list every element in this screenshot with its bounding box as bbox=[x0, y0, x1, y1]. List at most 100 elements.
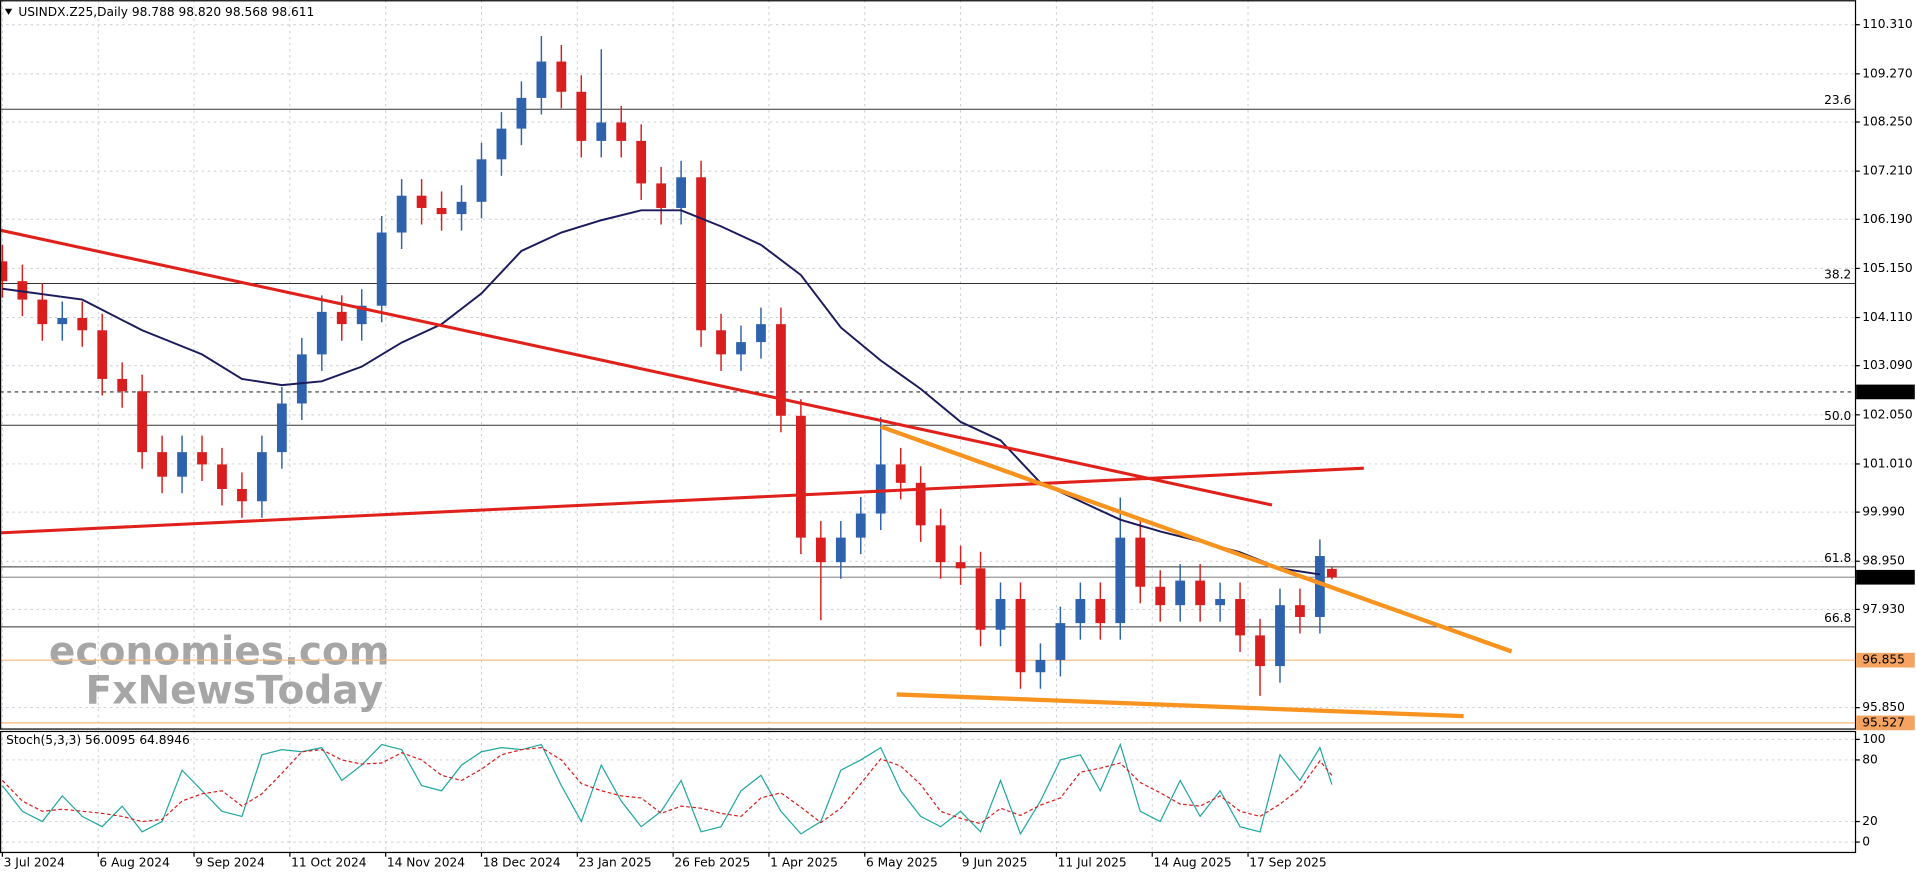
y-tick-label: 100 bbox=[1862, 732, 1885, 746]
candle-body bbox=[1215, 599, 1225, 606]
candle-body bbox=[257, 452, 267, 502]
y-tick-label: 97.930 bbox=[1862, 602, 1905, 616]
candle-body bbox=[975, 568, 986, 630]
moving-average bbox=[2, 209, 1321, 576]
candle-body bbox=[1255, 635, 1265, 667]
trendline bbox=[0, 466, 1364, 535]
candle-body bbox=[316, 311, 327, 355]
price-box bbox=[1856, 715, 1915, 731]
candle-body bbox=[796, 415, 806, 538]
price-box bbox=[1856, 569, 1915, 585]
candle-body bbox=[895, 464, 906, 483]
menu-arrow[interactable] bbox=[4, 8, 13, 15]
level-label: 66.8 bbox=[1824, 611, 1851, 625]
candle-body bbox=[217, 464, 227, 489]
x-tick-label: 11 Oct 2024 bbox=[291, 855, 367, 869]
candle-body bbox=[296, 354, 307, 404]
candle-body bbox=[456, 201, 467, 215]
candle-body bbox=[1175, 580, 1186, 606]
candle-body bbox=[1155, 586, 1166, 606]
candle-body bbox=[476, 159, 487, 202]
candle-body bbox=[716, 330, 726, 355]
candle-body bbox=[556, 61, 567, 92]
y-tick-label: 99.990 bbox=[1862, 505, 1905, 519]
candle-body bbox=[197, 452, 207, 465]
level-label: 38.2 bbox=[1824, 267, 1851, 281]
x-tick-label: 6 Aug 2024 bbox=[99, 855, 170, 869]
chart-header: USINDX.Z25,Daily 98.788 98.820 98.568 98… bbox=[18, 5, 314, 19]
candle-body bbox=[776, 324, 786, 416]
candle-body bbox=[1327, 568, 1337, 578]
oscillator-pane-frame bbox=[0, 730, 1857, 854]
candle-body bbox=[616, 122, 627, 141]
stoch-d bbox=[1, 746, 1333, 825]
y-tick-label: 104.110 bbox=[1862, 310, 1912, 324]
candle-body bbox=[496, 128, 507, 160]
candle-body bbox=[736, 342, 746, 355]
stoch-k bbox=[1, 742, 1333, 836]
candle-body bbox=[1195, 580, 1206, 606]
trendline bbox=[896, 692, 1464, 719]
trendline bbox=[0, 228, 1273, 507]
y-tick-label: 20 bbox=[1862, 814, 1878, 828]
candle-body bbox=[237, 488, 247, 502]
candle-body bbox=[955, 562, 966, 569]
candle-body bbox=[276, 403, 287, 453]
x-tick-label: 17 Sep 2025 bbox=[1249, 855, 1326, 869]
candle-body bbox=[117, 378, 128, 392]
y-tick-label: 80 bbox=[1862, 752, 1878, 766]
oscillator-pane bbox=[1, 742, 1333, 836]
candle-body bbox=[1075, 599, 1086, 624]
y-tick-label: 106.190 bbox=[1862, 212, 1912, 226]
trendline bbox=[880, 424, 1513, 654]
candle-body bbox=[1275, 605, 1285, 667]
candle-body bbox=[97, 330, 108, 379]
watermark: economies.com bbox=[49, 629, 390, 674]
candle-body bbox=[436, 207, 447, 215]
candle-body bbox=[696, 177, 706, 331]
price-pane-frame bbox=[0, 0, 1857, 730]
candle-body bbox=[636, 140, 647, 184]
candle-body bbox=[915, 482, 926, 526]
x-tick-label: 6 May 2025 bbox=[866, 855, 938, 869]
candle-body bbox=[37, 299, 48, 325]
candle-body bbox=[376, 232, 387, 306]
levels: 23.6 38.2 50.0 61.8 66.8 bbox=[0, 93, 1855, 724]
candle-body bbox=[756, 324, 766, 343]
price-box-label: 98.611 bbox=[1862, 570, 1905, 584]
y-tick-label: 98.950 bbox=[1862, 554, 1905, 568]
candle-body bbox=[1295, 605, 1305, 617]
candle-body bbox=[177, 452, 187, 477]
candle-body bbox=[875, 464, 886, 514]
candle-body bbox=[576, 91, 587, 141]
candle-body bbox=[396, 195, 407, 233]
candle-body bbox=[1235, 599, 1245, 636]
x-tick-label: 9 Jun 2025 bbox=[962, 855, 1028, 869]
price-box-label: 95.527 bbox=[1862, 715, 1905, 729]
price-pane bbox=[0, 36, 1513, 719]
watermark: FxNewsToday bbox=[86, 668, 384, 713]
candle-body bbox=[1015, 599, 1026, 673]
candle-body bbox=[516, 97, 527, 129]
candle-body bbox=[1035, 659, 1046, 673]
candle-body bbox=[17, 281, 28, 300]
candle-body bbox=[137, 391, 148, 453]
oscillator-title: Stoch(5,3,3) 56.0095 64.8946 bbox=[6, 733, 190, 747]
y-tick-label: 101.010 bbox=[1862, 456, 1912, 470]
y-tick-label: 102.050 bbox=[1862, 407, 1912, 421]
candle-body bbox=[815, 537, 826, 563]
candle-body bbox=[416, 195, 427, 208]
candle-body bbox=[676, 177, 687, 208]
y-tick-label: 103.090 bbox=[1862, 358, 1912, 372]
price-box-label: 102.535 bbox=[1862, 384, 1912, 398]
x-tick-label: 14 Nov 2024 bbox=[387, 855, 465, 869]
price-box bbox=[1856, 652, 1915, 668]
level-label: 23.6 bbox=[1824, 93, 1851, 107]
candle-body bbox=[1095, 599, 1106, 624]
candle-body bbox=[536, 61, 547, 98]
x-tick-label: 26 Feb 2025 bbox=[674, 855, 750, 869]
candle-body bbox=[336, 311, 347, 325]
price-box-label: 96.855 bbox=[1862, 653, 1905, 667]
